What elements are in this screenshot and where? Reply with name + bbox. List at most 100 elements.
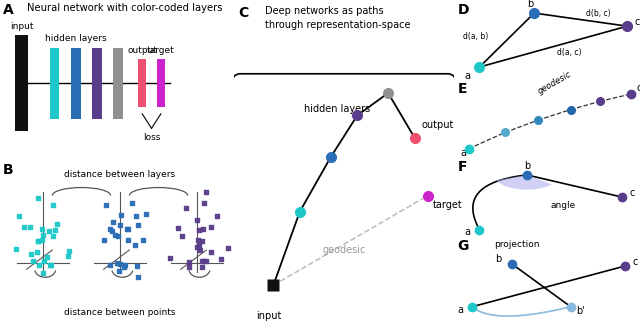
Text: c: c	[634, 17, 640, 26]
Point	[194, 227, 204, 232]
Text: c: c	[629, 188, 634, 198]
Text: input: input	[256, 311, 282, 321]
Point	[115, 262, 125, 267]
Text: output: output	[127, 45, 157, 55]
Text: input: input	[10, 22, 34, 30]
Point	[212, 214, 222, 219]
Text: angle: angle	[551, 201, 576, 210]
Point	[110, 232, 120, 237]
Point	[200, 190, 211, 195]
Point	[115, 222, 125, 227]
Point	[165, 255, 175, 261]
Bar	[15, 35, 28, 131]
Point	[99, 237, 109, 243]
Point	[206, 224, 216, 230]
Point	[108, 219, 118, 224]
Point	[180, 205, 191, 210]
Text: geodesic: geodesic	[536, 69, 573, 96]
Text: b: b	[495, 254, 501, 264]
Point	[193, 237, 204, 242]
Point	[39, 258, 49, 264]
Point	[201, 258, 211, 264]
Point	[36, 238, 47, 243]
Point	[105, 263, 115, 268]
Point	[216, 256, 226, 262]
Text: c: c	[636, 83, 640, 93]
Text: geodesic: geodesic	[323, 245, 365, 255]
Point	[177, 234, 187, 239]
Point	[184, 259, 194, 264]
Point	[191, 244, 202, 250]
Point	[63, 253, 74, 259]
Point	[123, 227, 133, 232]
Text: Deep networks as paths
through representation-space: Deep networks as paths through represent…	[264, 7, 410, 30]
Point	[45, 263, 55, 268]
Point	[33, 239, 44, 244]
Point	[11, 247, 21, 252]
Point	[133, 274, 143, 280]
Point	[197, 238, 207, 243]
Text: C: C	[238, 7, 248, 21]
Point	[107, 229, 117, 234]
Text: loss: loss	[143, 133, 160, 142]
Point	[205, 250, 216, 255]
Text: target: target	[147, 45, 175, 55]
Text: b: b	[527, 0, 534, 9]
Point	[114, 268, 124, 273]
Point	[19, 225, 29, 230]
Point	[119, 265, 129, 270]
Point	[42, 254, 52, 260]
Bar	[92, 48, 102, 119]
Text: hidden layers: hidden layers	[45, 34, 106, 43]
Text: F: F	[458, 160, 467, 174]
Text: d(a, c): d(a, c)	[557, 48, 582, 57]
Point	[196, 264, 207, 269]
Point	[52, 222, 62, 227]
Point	[49, 233, 59, 239]
Text: B: B	[3, 164, 14, 178]
Point	[184, 264, 195, 269]
Text: a: a	[457, 305, 463, 315]
Point	[122, 227, 132, 232]
Point	[132, 263, 142, 268]
Bar	[70, 48, 81, 119]
Point	[28, 258, 38, 264]
Text: a: a	[460, 148, 466, 158]
Text: d(a, b): d(a, b)	[463, 32, 488, 41]
Point	[196, 259, 207, 264]
Point	[25, 225, 35, 230]
Point	[38, 270, 48, 275]
Point	[198, 226, 209, 232]
Text: a: a	[465, 71, 470, 81]
Point	[46, 263, 56, 268]
Text: b: b	[524, 161, 530, 171]
Point	[100, 202, 111, 207]
Text: output: output	[421, 120, 454, 130]
Text: b': b'	[576, 306, 585, 317]
Text: d(b, c): d(b, c)	[586, 9, 611, 18]
FancyBboxPatch shape	[232, 74, 456, 327]
Point	[120, 262, 130, 267]
Point	[113, 233, 123, 239]
Text: distance between layers: distance between layers	[65, 170, 175, 179]
Text: a: a	[465, 227, 470, 237]
Point	[44, 229, 54, 234]
Point	[223, 246, 233, 251]
Text: E: E	[458, 82, 467, 96]
Point	[26, 251, 36, 257]
Point	[38, 232, 48, 237]
Point	[47, 202, 58, 208]
Point	[14, 214, 24, 219]
Point	[35, 262, 45, 267]
Text: target: target	[433, 200, 462, 210]
Text: G: G	[458, 239, 469, 253]
Text: A: A	[3, 3, 14, 17]
Point	[123, 237, 133, 243]
Text: hidden layers: hidden layers	[304, 104, 371, 114]
Point	[36, 226, 47, 232]
Point	[132, 222, 143, 228]
Point	[199, 201, 209, 206]
Text: distance between points: distance between points	[64, 308, 176, 317]
Wedge shape	[496, 175, 552, 190]
Point	[141, 211, 151, 216]
